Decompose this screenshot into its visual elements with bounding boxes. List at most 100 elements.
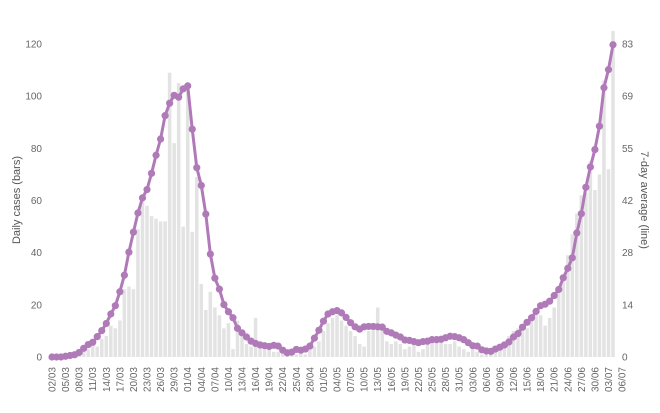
- bar: [185, 90, 190, 357]
- average-point: [591, 145, 599, 154]
- bar: [176, 83, 181, 358]
- average-point: [120, 271, 128, 279]
- bar: [425, 343, 430, 357]
- x-tick-label: 28/05: [441, 367, 452, 392]
- x-tick-label: 04/04: [197, 367, 208, 392]
- average-point: [206, 250, 214, 258]
- bar: [136, 229, 140, 357]
- x-tick-label: 29/03: [170, 367, 181, 392]
- bar: [294, 354, 299, 357]
- bar: [606, 169, 611, 357]
- bar: [321, 330, 326, 357]
- x-tick-label: 19/04: [265, 367, 276, 392]
- average-point: [609, 41, 617, 49]
- average-point: [193, 164, 201, 172]
- average-point: [337, 309, 346, 317]
- average-point: [211, 274, 219, 282]
- x-tick-label: 17/03: [115, 367, 126, 392]
- x-tick-label: 03/06: [468, 367, 479, 392]
- bar: [195, 177, 199, 357]
- bar: [271, 351, 276, 357]
- bar: [109, 325, 113, 357]
- x-tick-label: 06/06: [482, 367, 493, 392]
- x-tick-label: 12/06: [509, 367, 520, 392]
- y-right-tick-label: 0: [622, 353, 628, 364]
- bar: [149, 216, 154, 357]
- average-point: [555, 285, 563, 294]
- average-point: [310, 334, 318, 342]
- y-axis-right-title: 7-day average (line): [638, 151, 650, 249]
- bar: [353, 336, 357, 357]
- x-tick-label: 22/05: [414, 367, 425, 392]
- bar: [357, 343, 362, 357]
- bar: [561, 281, 565, 357]
- average-point: [188, 125, 196, 133]
- average-point: [102, 319, 110, 328]
- x-tick-label: 19/05: [400, 367, 411, 392]
- x-tick-label: 27/06: [577, 367, 588, 392]
- bar: [547, 317, 552, 358]
- bar: [470, 349, 475, 357]
- bar: [344, 325, 348, 357]
- x-tick-label: 09/06: [495, 367, 506, 392]
- bar: [398, 343, 403, 357]
- bar: [326, 323, 330, 357]
- bar: [579, 195, 584, 357]
- average-point: [595, 122, 604, 130]
- y-right-tick-label: 55: [622, 144, 634, 155]
- bar: [421, 349, 425, 357]
- bar: [217, 315, 222, 357]
- bar: [371, 325, 375, 357]
- x-tick-label: 06/07: [618, 367, 629, 392]
- average-point: [156, 135, 165, 143]
- bar: [145, 205, 149, 357]
- x-tick-label: 01/04: [183, 367, 194, 392]
- x-tick-label: 25/04: [292, 367, 303, 392]
- average-point: [527, 314, 536, 322]
- average-point: [107, 310, 115, 318]
- bar: [452, 341, 457, 357]
- bar: [588, 161, 593, 358]
- x-tick-label: 13/04: [238, 367, 249, 392]
- bar: [493, 349, 498, 357]
- average-point: [604, 66, 613, 74]
- x-tick-label: 01/05: [319, 367, 330, 392]
- x-tick-label: 22/04: [278, 367, 289, 392]
- average-point: [125, 248, 133, 256]
- average-point: [564, 264, 572, 272]
- average-point: [233, 324, 242, 332]
- average-point: [573, 229, 581, 237]
- bar: [222, 328, 226, 357]
- average-point: [315, 326, 323, 334]
- bar: [593, 190, 597, 357]
- bar: [240, 336, 244, 357]
- bar: [154, 218, 158, 357]
- y-left-tick-label: 80: [31, 144, 43, 155]
- average-point: [577, 210, 585, 218]
- bar: [226, 323, 231, 357]
- bar: [570, 234, 575, 357]
- average-point: [523, 318, 531, 326]
- average-point: [152, 151, 160, 159]
- x-tick-label: 30/06: [590, 367, 601, 392]
- average-point: [559, 274, 567, 282]
- average-point: [532, 307, 540, 315]
- average-point: [224, 308, 233, 316]
- bar: [412, 341, 416, 357]
- bar: [262, 349, 267, 357]
- x-tick-label: 13/05: [373, 367, 384, 392]
- x-tick-label: 21/06: [550, 367, 561, 392]
- x-tick-label: 15/06: [523, 367, 534, 392]
- average-point: [220, 300, 228, 309]
- y-right-tick-label: 83: [622, 40, 634, 51]
- bar: [611, 30, 615, 358]
- average-point: [342, 313, 350, 321]
- bar: [163, 221, 167, 357]
- bar: [602, 80, 606, 358]
- bar: [244, 343, 249, 357]
- bar: [158, 221, 163, 357]
- x-tick-label: 23/03: [143, 367, 154, 392]
- bar: [100, 338, 104, 357]
- bar: [280, 351, 285, 357]
